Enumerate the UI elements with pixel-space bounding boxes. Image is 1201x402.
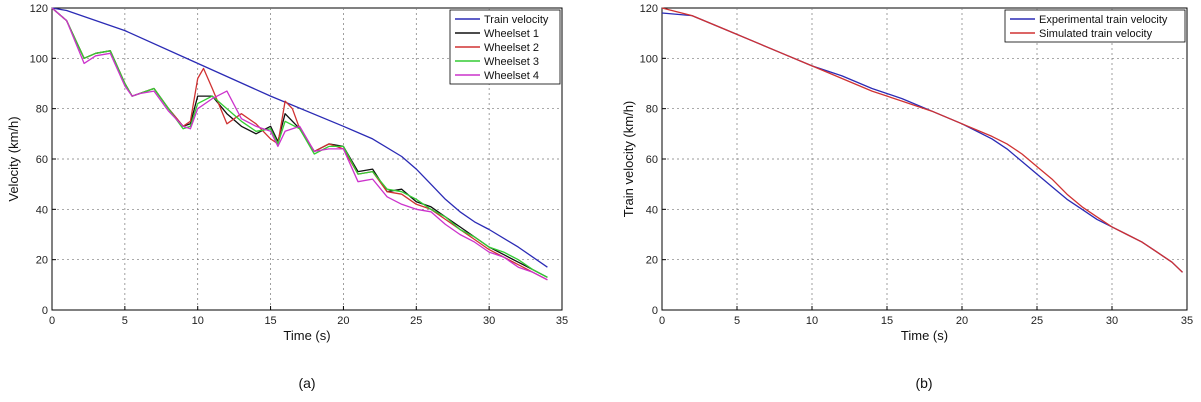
legend-box — [1004, 9, 1186, 43]
y-axis-label: Train velocity (km/h) — [621, 101, 636, 218]
x-tick-label: 5 — [122, 315, 128, 327]
x-tick-label: 10 — [806, 315, 818, 327]
legend-box — [449, 9, 561, 85]
legend-entry: Wheelset 4 — [484, 70, 539, 82]
x-tick-label: 25 — [410, 315, 422, 327]
chart-panel-a: 0 5 10 15 20 25 30 35 0 20 40 60 80 100 120 Time (s) Vel… — [6, 3, 568, 391]
y-tick-label: 20 — [646, 255, 658, 267]
y-tick-label: 0 — [652, 305, 658, 317]
y-tick-label: 80 — [646, 104, 658, 116]
x-tick-label: 15 — [881, 315, 893, 327]
chart-panel-b: 0 5 10 15 20 25 30 35 0 20 40 60 80 100 120 Time (s) Tra… — [621, 3, 1193, 391]
x-tick-label: 5 — [734, 315, 740, 327]
panel-label: (a) — [298, 375, 315, 391]
x-axis-label: Time (s) — [901, 328, 948, 343]
x-axis-label: Time (s) — [283, 328, 330, 343]
x-tick-label: 10 — [192, 315, 204, 327]
x-tick-label: 30 — [483, 315, 495, 327]
x-tick-label: 15 — [264, 315, 276, 327]
x-tick-label: 0 — [659, 315, 665, 327]
x-tick-label: 35 — [1181, 315, 1193, 327]
legend-entry: Wheelset 1 — [484, 28, 539, 40]
series-line-train-velocity — [51, 7, 548, 268]
y-tick-label: 100 — [640, 53, 658, 65]
x-tick-label: 20 — [956, 315, 968, 327]
series-line-simulated-train-velocity — [661, 7, 1183, 273]
panel-label: (b) — [915, 375, 932, 391]
legend: Experimental train velocity Simulated tra… — [1004, 9, 1186, 43]
legend: Train velocity Wheelset 1 Wheelset 2 Wheels… — [449, 9, 561, 85]
y-tick-label: 20 — [36, 255, 48, 267]
y-tick-label: 120 — [640, 3, 658, 15]
legend-entry: Experimental train velocity — [1039, 14, 1168, 26]
y-tick-label: 100 — [30, 53, 48, 65]
y-tick-label: 80 — [36, 104, 48, 116]
legend-entry: Train velocity — [484, 14, 549, 26]
y-tick-label: 60 — [36, 154, 48, 166]
legend-entry: Simulated train velocity — [1039, 28, 1153, 40]
y-tick-label: 40 — [36, 204, 48, 216]
y-tick-label: 120 — [30, 3, 48, 15]
plot-area — [661, 7, 1188, 311]
y-axis-label: Velocity (km/h) — [6, 116, 21, 201]
y-tick-label: 40 — [646, 204, 658, 216]
y-tick-label: 60 — [646, 154, 658, 166]
y-tick-label: 0 — [42, 305, 48, 317]
x-tick-label: 35 — [556, 315, 568, 327]
x-tick-label: 25 — [1031, 315, 1043, 327]
x-tick-label: 0 — [49, 315, 55, 327]
legend-entry: Wheelset 3 — [484, 56, 539, 68]
x-tick-label: 20 — [337, 315, 349, 327]
legend-entry: Wheelset 2 — [484, 42, 539, 54]
x-tick-label: 30 — [1106, 315, 1118, 327]
series-line-wheelset-4 — [51, 7, 548, 281]
